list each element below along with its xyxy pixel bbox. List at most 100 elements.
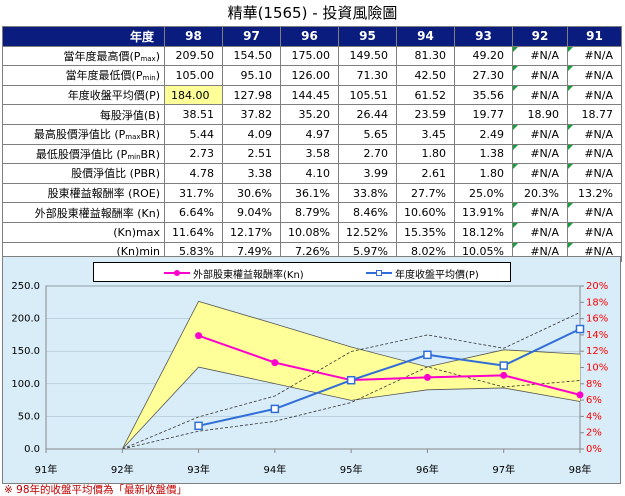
x-tick-label: 96年 [416, 463, 439, 476]
kn-point [576, 391, 584, 399]
x-tick-label: 97年 [492, 463, 515, 476]
table-cell: #N/A [512, 65, 568, 86]
y-left-tick-label: 100.0 [11, 379, 40, 390]
y-right-tick-label: 0% [586, 444, 602, 455]
price-swatch-icon [366, 266, 392, 280]
y-right-tick-label: 2% [586, 428, 602, 439]
header-year: 96 [280, 26, 339, 47]
table-cell: #N/A [567, 65, 622, 86]
table-cell: 5.65 [338, 123, 397, 145]
table-row: 當年度最低價(Pmin) 105.00 95.10 126.00 71.30 42.50 2… [2, 65, 622, 86]
table-cell: 4.78 [164, 163, 223, 184]
table-cell: #N/A [512, 123, 568, 145]
kn-max-line [121, 300, 581, 450]
table-cell: 4.10 [280, 163, 339, 184]
table-cell: 1.80 [454, 163, 513, 184]
table-cell: 13.2% [567, 182, 622, 204]
table-cell: 36.1% [280, 182, 339, 204]
x-tick-label: 93年 [187, 463, 210, 476]
table-cell: 9.04% [222, 202, 281, 223]
table-cell: #N/A [512, 45, 568, 67]
table-cell: 18.77 [567, 104, 622, 125]
table-cell: 95.10 [222, 65, 281, 86]
table-cell: 4.09 [222, 123, 281, 145]
table-cell: 42.50 [396, 65, 455, 86]
table-cell: #N/A [567, 221, 622, 243]
table-cell: 61.52 [396, 84, 455, 106]
header-year: 97 [222, 26, 281, 47]
table-cell: 5.44 [164, 123, 223, 145]
table-cell: 35.20 [280, 104, 339, 125]
price-max-line [122, 312, 581, 450]
table-cell: #N/A [512, 221, 568, 243]
table-cell: 23.59 [396, 104, 455, 125]
table-cell: #N/A [512, 202, 568, 223]
x-tick-label: 92年 [111, 463, 134, 476]
table-header-row: 年度 98 97 96 95 94 93 92 91 [2, 26, 622, 47]
kn-band-area [122, 301, 581, 449]
row-label: 最高股價淨值比 (PmaxBR) [2, 123, 165, 145]
table-cell: 6.64% [164, 202, 223, 223]
table-row: 當年度最高價(Pmax) 209.50 154.50 175.00 149.50 81.3… [2, 45, 622, 67]
table-cell: 31.7% [164, 182, 223, 204]
table-cell: 1.80 [396, 143, 455, 165]
table-cell: 8.79% [280, 202, 339, 223]
table-row: 股價淨值比 (PBR) 4.78 3.38 4.10 3.99 2.61 1.80 #N/A #… [2, 163, 622, 184]
chart-title: 精華(1565) - 投資風險圖 [227, 4, 398, 22]
risk-table: 年度 98 97 96 95 94 93 92 91 當年度最高價(Pmax) 2… [2, 26, 622, 263]
y-right-tick-label: 14% [586, 330, 608, 341]
row-label: 當年度最低價(Pmin) [2, 65, 165, 86]
table-cell: 127.98 [222, 84, 281, 106]
price-point [194, 421, 203, 431]
header-year: 93 [454, 26, 513, 47]
y-left-tick-label: 200.0 [11, 314, 40, 325]
table-row: 股東權益報酬率 (ROE) 31.7% 30.6% 36.1% 33.8% 27.7% 25… [2, 182, 622, 204]
price-point [575, 324, 585, 334]
table-cell: 10.60% [396, 202, 455, 223]
y-right-tick-label: 18% [586, 297, 608, 308]
y-left-tick-label: 250.0 [11, 281, 40, 292]
table-cell: 126.00 [280, 65, 339, 86]
y-right-tick-label: 8% [586, 379, 602, 390]
y-left-tick-label: 0.0 [24, 444, 40, 455]
row-label: 股價淨值比 (PBR) [2, 163, 165, 184]
table-cell: #N/A [567, 163, 622, 184]
table-cell: #N/A [512, 84, 568, 106]
table-cell: 8.46% [338, 202, 397, 223]
table-cell: 38.51 [164, 104, 223, 125]
price-point [346, 375, 356, 385]
table-body: 當年度最高價(Pmax) 209.50 154.50 175.00 149.50 81.3… [2, 45, 622, 263]
table-cell: 184.00 [164, 84, 223, 106]
y-right-tick-label: 10% [586, 363, 608, 374]
table-cell: 3.45 [396, 123, 455, 145]
header-year-label: 年度 [2, 26, 165, 47]
table-cell: 15.35% [396, 221, 455, 243]
row-label: 每股淨值(B) [2, 104, 165, 125]
row-label: 當年度最高價(Pmax) [2, 45, 165, 67]
table-cell: 2.51 [222, 143, 281, 165]
table-cell: 27.7% [396, 182, 455, 204]
price-point [270, 404, 280, 414]
table-cell: #N/A [567, 202, 622, 223]
risk-chart: 0.0 50.0 100.0 150.0 200.0 250.0 0% 2% 4% 6% 8% 10%… [2, 256, 621, 484]
price-point [499, 361, 508, 370]
chart-plot: 0.0 50.0 100.0 150.0 200.0 250.0 0% 2% 4% 6% 8% 10%… [11, 281, 608, 476]
table-cell: 105.00 [164, 65, 223, 86]
kn-point [271, 359, 279, 367]
header-year: 91 [567, 26, 622, 47]
x-tick-label: 91年 [35, 463, 58, 476]
row-label: 年度收盤平均價(P) [2, 84, 165, 106]
table-cell: 27.30 [454, 65, 513, 86]
table-cell: #N/A [567, 143, 622, 165]
x-tick-label: 94年 [263, 463, 286, 476]
row-label: (Kn)max [2, 221, 165, 243]
table-cell: 19.77 [454, 104, 513, 125]
price-series-line [198, 328, 581, 427]
table-row: 每股淨值(B) 38.51 37.82 35.20 26.44 23.59 19.77 18.… [2, 104, 622, 125]
x-tick-label: 98年 [569, 463, 592, 476]
table-cell: 81.30 [396, 45, 455, 67]
price-point [423, 350, 432, 360]
table-cell: 37.82 [222, 104, 281, 125]
header-year: 95 [338, 26, 397, 47]
table-cell: 13.91% [454, 202, 513, 223]
